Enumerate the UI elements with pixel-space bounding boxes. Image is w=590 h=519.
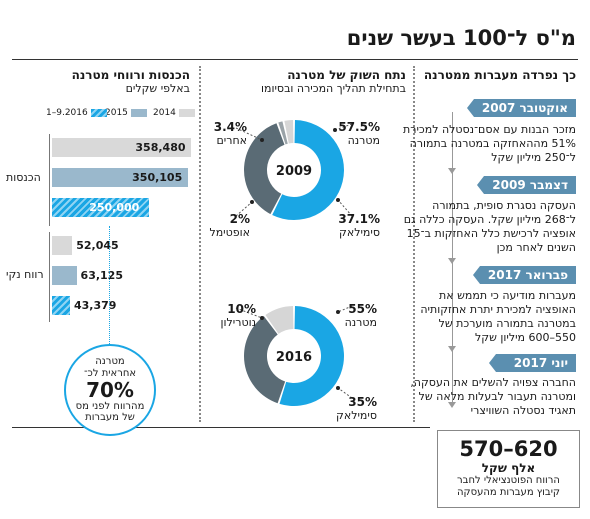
bar-profit-2015 bbox=[52, 266, 77, 285]
legend-2015: 2015 bbox=[105, 108, 147, 118]
revenues-title: הכנסות ורווחי מטרנה bbox=[72, 68, 190, 82]
bar-value-label: 52,045 bbox=[76, 236, 118, 255]
donut-2009-similac-value: 37.1% bbox=[338, 213, 380, 226]
donut-leader-dot bbox=[250, 200, 254, 204]
legend-2015-label: 2015 bbox=[105, 108, 128, 118]
bar-value-label: 250,000 bbox=[89, 198, 139, 217]
revenue-group-bracket bbox=[49, 134, 50, 226]
legend-2014-swatch bbox=[179, 109, 195, 117]
donut-2016-label-similac: 35% סימילאק bbox=[336, 396, 377, 422]
badge-line-1: מטרנה bbox=[66, 356, 154, 368]
badge-percent: 70% bbox=[66, 379, 154, 401]
badge-connector bbox=[109, 226, 110, 344]
donut-2016-materna-name: מטרנה bbox=[345, 316, 377, 329]
bar-value-label: 63,125 bbox=[81, 266, 123, 285]
donut-2016-similac-value: 35% bbox=[336, 396, 377, 409]
donut-leader-dot bbox=[260, 316, 264, 320]
donut-2009-optimal-value: 2% bbox=[209, 213, 250, 226]
donut-leader-dot bbox=[336, 198, 340, 202]
donut-2016-year: 2016 bbox=[276, 350, 312, 365]
legend-2016-swatch bbox=[91, 109, 107, 117]
donut-leader-dot bbox=[336, 310, 340, 314]
donut-2009-label-optimal: 2% אופטימל bbox=[209, 213, 250, 239]
bar-profit-1–9.2016 bbox=[52, 296, 70, 315]
donut-leader-dot bbox=[260, 138, 264, 142]
revenues-subtitle: באלפי שקלים bbox=[72, 82, 190, 96]
donut-2016-nutrilon-value: 10% bbox=[221, 303, 256, 316]
donut-2016-similac-name: סימילאק bbox=[336, 409, 377, 422]
legend-2014: 2014 bbox=[153, 108, 195, 118]
donut-leader-dot bbox=[333, 128, 337, 132]
donut-2009-materna-value: 57.5% bbox=[338, 121, 380, 134]
revenue-group-label: הכנסות bbox=[6, 171, 41, 184]
share-badge: מטרנה אחראית לכ־ 70% מהרווח לפני מס של מ… bbox=[64, 344, 156, 436]
donut-2009-similac-name: סימילאק bbox=[338, 226, 380, 239]
revenues-heading: הכנסות ורווחי מטרנה באלפי שקלים bbox=[72, 68, 190, 96]
donut-2009-label-similac: 37.1% סימילאק bbox=[338, 213, 380, 239]
donut-2009-materna-name: מטרנה bbox=[338, 134, 380, 147]
legend-2014-label: 2014 bbox=[153, 108, 176, 118]
donut-leader-dot bbox=[336, 386, 340, 390]
donut-2009-year: 2009 bbox=[276, 164, 312, 179]
donut-2009-label-materna: 57.5% מטרנה bbox=[338, 121, 380, 147]
profit-group-label: רווח נקי bbox=[6, 268, 44, 281]
legend-2015-swatch bbox=[131, 109, 147, 117]
donut-2016-label-materna: 55% מטרנה bbox=[345, 303, 377, 329]
badge-line-3: מהרווח לפני מס bbox=[66, 401, 154, 412]
donut-2016-label-nutrilon: 10% נוטרילון bbox=[221, 303, 256, 329]
donut-2016-nutrilon-name: נוטרילון bbox=[221, 316, 256, 329]
profit-group-bracket bbox=[49, 232, 50, 322]
donut-2009-label-others: 3.4% אחרים bbox=[214, 121, 247, 147]
badge-line-4: של מעברות bbox=[66, 412, 154, 423]
donut-2009-optimal-name: אופטימל bbox=[209, 226, 250, 239]
legend-2016-label: 1–9.2016 bbox=[46, 108, 88, 118]
bar-value-label: 350,105 bbox=[132, 168, 182, 187]
donut-2016-materna-value: 55% bbox=[345, 303, 377, 316]
legend-2016: 1–9.2016 bbox=[46, 108, 107, 118]
bar-value-label: 43,379 bbox=[74, 296, 116, 315]
donut-2009-others-value: 3.4% bbox=[214, 121, 247, 134]
donut-2009-others-name: אחרים bbox=[214, 134, 247, 147]
bar-value-label: 358,480 bbox=[135, 138, 185, 157]
bar-profit-2014 bbox=[52, 236, 72, 255]
